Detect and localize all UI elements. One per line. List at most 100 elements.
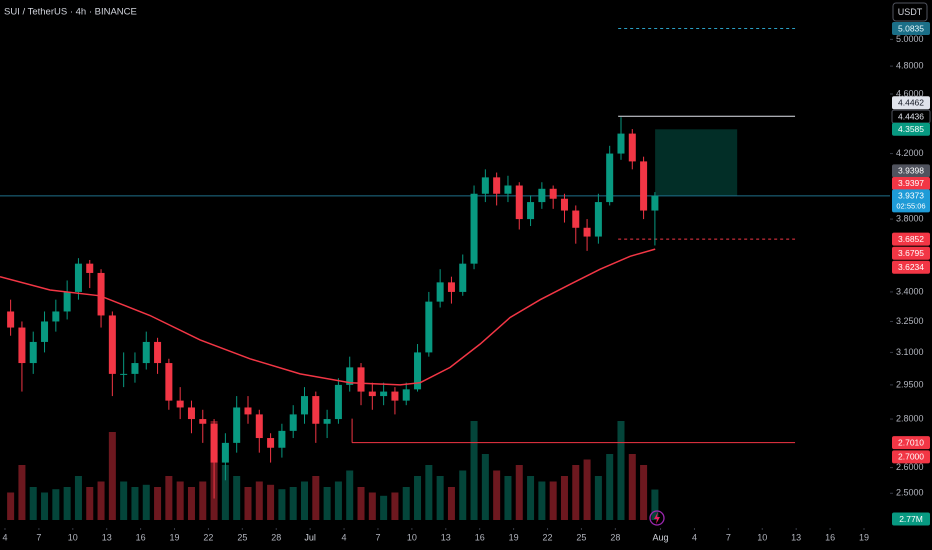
- volume-bar: [142, 484, 150, 520]
- candle-body: [470, 193, 478, 264]
- y-tick-label: 2.8000: [896, 413, 924, 423]
- x-tick-label: 7: [726, 532, 731, 542]
- candle-body: [515, 185, 523, 220]
- volume-bar: [334, 481, 342, 520]
- volume-bar: [447, 487, 455, 520]
- volume-bar: [97, 481, 105, 520]
- price-label-box: [892, 164, 930, 178]
- candle-body: [199, 419, 207, 424]
- volume-bar: [357, 487, 365, 520]
- x-tick-label: 4: [2, 532, 7, 542]
- candle-body: [481, 177, 489, 194]
- x-tick-label: Aug: [653, 532, 669, 542]
- y-tick-label: 4.6000: [896, 88, 924, 98]
- candle-body: [425, 301, 433, 353]
- candle-body: [289, 414, 297, 431]
- currency-label[interactable]: USDT: [898, 7, 923, 17]
- y-tick-label: 3.1000: [896, 347, 924, 357]
- price-label: 4.3585: [898, 124, 924, 134]
- candle-body: [41, 321, 49, 342]
- y-tick-label: 4.2000: [896, 148, 924, 158]
- candle-body: [176, 400, 184, 408]
- candle-body: [210, 423, 218, 463]
- volume-bar: [380, 495, 388, 520]
- candle-body: [267, 438, 275, 448]
- x-tick-label: 16: [825, 532, 835, 542]
- candle-body: [368, 391, 376, 397]
- price-label-box: [892, 246, 930, 260]
- candle-body: [233, 407, 241, 443]
- symbol-title: SUI / TetherUS · 4h · BINANCE: [4, 7, 137, 18]
- candle-body: [244, 407, 252, 415]
- candle-body: [628, 133, 636, 162]
- price-label: 2.7000: [898, 452, 924, 462]
- x-tick-label: 16: [136, 532, 146, 542]
- y-tick-label: 2.5000: [896, 488, 924, 498]
- price-label: 3.6795: [898, 248, 924, 258]
- candle-body: [651, 195, 659, 211]
- candle-body: [300, 396, 309, 415]
- volume-bar: [617, 421, 625, 520]
- candle-body: [493, 177, 501, 194]
- volume-bar: [628, 454, 636, 520]
- candle-body: [380, 391, 388, 397]
- alert-bolt: [654, 512, 660, 524]
- x-tick-label: 13: [441, 532, 451, 542]
- volume-bar: [572, 465, 580, 520]
- price-label-box: [892, 96, 930, 110]
- price-label-box: [892, 122, 930, 136]
- candle-body: [560, 198, 568, 211]
- x-tick-label: 7: [36, 532, 41, 542]
- volume-bar: [41, 492, 49, 520]
- volume-bar: [187, 487, 195, 520]
- x-tick-label: 19: [859, 532, 869, 542]
- candle-body: [617, 133, 625, 154]
- x-tick-label: 16: [475, 532, 485, 542]
- candle-body: [606, 153, 614, 203]
- volume-bar: [504, 476, 512, 520]
- x-tick-label: 13: [791, 532, 801, 542]
- price-label: 3.9397: [898, 178, 924, 188]
- price-label: 2.7010: [898, 437, 924, 447]
- plot-area: [0, 28, 890, 520]
- alert-icon[interactable]: [649, 510, 665, 526]
- price-label-box: [892, 232, 930, 246]
- volume-bar: [244, 487, 252, 520]
- x-tick-label: 28: [610, 532, 620, 542]
- x-tick-label: 19: [509, 532, 519, 542]
- volume-bar: [120, 481, 128, 520]
- price-label: 3.6852: [898, 234, 924, 244]
- x-tick-label: 10: [757, 532, 767, 542]
- volume-bar: [267, 484, 275, 520]
- candle-body: [459, 263, 467, 292]
- y-tick-label: 2.9500: [896, 379, 924, 389]
- volume-bar: [368, 492, 376, 520]
- position-box: [655, 129, 738, 196]
- candle-body: [154, 341, 162, 364]
- volume-bar: [300, 481, 309, 520]
- x-tick-label: 7: [375, 532, 380, 542]
- volume-bar: [391, 492, 399, 520]
- volume-bar: [154, 487, 162, 520]
- price-label: 3.9398: [898, 166, 924, 176]
- candle-body: [131, 363, 139, 374]
- volume-bar: [255, 481, 263, 520]
- candle-body: [447, 282, 455, 292]
- x-tick-label: 25: [576, 532, 586, 542]
- candle-body: [187, 407, 195, 420]
- candle-body: [86, 263, 94, 273]
- x-tick-label: 25: [237, 532, 247, 542]
- volume-bar: [233, 476, 241, 520]
- candle-body: [640, 161, 648, 211]
- volume-bar: [459, 470, 467, 520]
- price-label-box: [892, 176, 930, 190]
- volume-bar: [199, 481, 207, 520]
- price-label: 3.9373: [898, 191, 924, 201]
- candle-body: [312, 396, 320, 424]
- currency-button[interactable]: [892, 2, 928, 22]
- volume-bar: [63, 487, 71, 520]
- candle-body: [504, 185, 512, 194]
- price-label: 5.0835: [898, 23, 924, 33]
- candle-body: [63, 291, 71, 312]
- price-label: 3.6234: [898, 262, 924, 272]
